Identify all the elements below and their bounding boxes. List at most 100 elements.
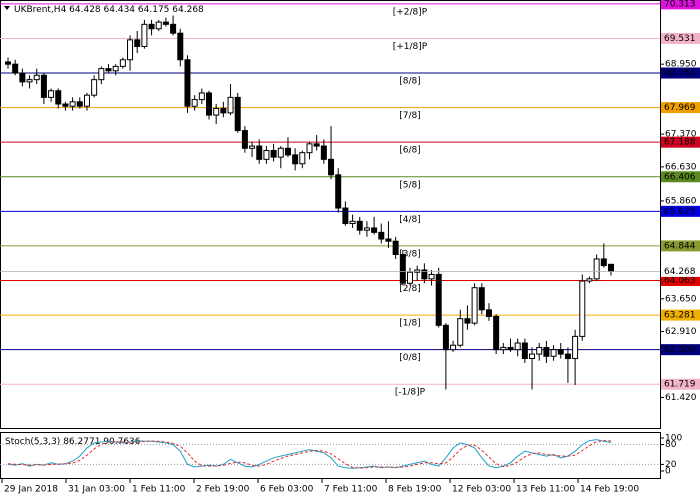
candle-body — [507, 346, 514, 351]
indicator-y-tick-label: 100 — [665, 434, 682, 444]
candle-body — [184, 59, 191, 107]
level-value-box — [661, 205, 700, 217]
candle-body — [442, 324, 449, 351]
level-value-box — [661, 378, 700, 390]
candle-body — [514, 342, 521, 351]
candle-body — [69, 101, 76, 107]
x-tick-label: 12 Feb 03:00 — [452, 485, 511, 495]
candle-body — [306, 143, 313, 154]
candle-body — [572, 335, 579, 360]
candle-body — [234, 96, 241, 132]
level-value-label: 63.281 — [664, 311, 696, 321]
candle-body — [19, 72, 26, 83]
candle-body — [256, 145, 263, 160]
candle-body — [91, 79, 98, 96]
candle-body — [464, 318, 471, 324]
level-value-box — [661, 136, 700, 148]
indicator-title: Stoch(5,3,3) — [5, 437, 60, 447]
candle-body — [313, 143, 320, 147]
candle-body — [134, 39, 141, 47]
candle-body — [600, 258, 607, 267]
candle-body — [450, 344, 457, 351]
candle-body — [320, 145, 327, 160]
candle-body — [363, 227, 370, 231]
level-value-label: 68.750 — [664, 69, 696, 79]
level-value-label: 64.844 — [664, 241, 696, 251]
level-label: [0/8] — [399, 353, 421, 363]
indicator-y-tick-label: 0 — [665, 467, 671, 477]
y-tick-label: 67.370 — [665, 130, 697, 140]
level-value-box — [661, 171, 700, 183]
level-value-box — [661, 32, 700, 44]
menu-arrow[interactable] — [4, 6, 10, 10]
candle-body — [299, 152, 306, 165]
header-high: 64.434 — [104, 5, 136, 15]
candle-body — [392, 240, 399, 255]
level-label: [8/8] — [399, 77, 421, 87]
candle-body — [170, 23, 177, 34]
header-close: 64.268 — [172, 5, 204, 15]
candle-body — [191, 99, 198, 107]
candle-body — [284, 147, 291, 156]
level-value-label: 65.625 — [664, 207, 696, 217]
candle-body — [529, 353, 536, 360]
level-label: [3/8] — [399, 249, 421, 259]
level-value-label: 69.531 — [664, 34, 696, 44]
candle-body — [33, 74, 40, 81]
candle-body — [213, 107, 220, 116]
candle-body — [471, 287, 478, 324]
candle-body — [206, 92, 212, 116]
candle-body — [292, 154, 299, 165]
candle-body — [98, 68, 105, 81]
level-label: [+1/8]P — [393, 42, 428, 52]
candle-body — [399, 253, 406, 284]
level-label: [2/8] — [399, 284, 421, 294]
level-value-box — [661, 344, 700, 356]
level-label: [-1/8]P — [395, 388, 426, 398]
indicator-line — [7, 440, 612, 469]
y-tick-label: 66.630 — [665, 162, 697, 172]
level-label: [5/8] — [399, 180, 421, 190]
indicator-y-tick-label: 20 — [665, 460, 677, 470]
candle-body — [40, 74, 47, 98]
last-price-box — [661, 265, 700, 277]
level-value-label: 66.406 — [664, 172, 696, 182]
level-value-label: 70.313 — [664, 0, 696, 9]
y-tick-label: 62.910 — [665, 327, 697, 337]
x-tick-label: 8 Feb 19:00 — [388, 485, 442, 495]
candle-body — [277, 147, 284, 158]
level-label: [+2/8]P — [393, 7, 428, 17]
level-label: [6/8] — [399, 146, 421, 156]
level-label: [4/8] — [399, 215, 421, 225]
main-panel-frame — [0, 0, 661, 429]
level-label: [7/8] — [399, 111, 421, 121]
candle-body — [155, 21, 162, 30]
level-value-box — [661, 240, 700, 252]
candle-body — [536, 346, 543, 355]
level-value-box — [661, 102, 700, 114]
candle-body — [457, 318, 464, 346]
indicator-panel-frame — [0, 432, 661, 479]
level-label: [1/8] — [399, 319, 421, 329]
candle-body — [270, 149, 277, 158]
candle-body — [435, 273, 442, 326]
level-value-label: 64.063 — [664, 276, 696, 286]
x-tick-label: 14 Feb 19:00 — [580, 485, 639, 495]
level-value-box — [661, 0, 700, 10]
candle-body — [328, 158, 335, 176]
candle-body — [485, 309, 492, 317]
candle-body — [421, 269, 428, 280]
candle-body — [564, 353, 571, 360]
candle-body — [12, 63, 19, 74]
candle-body — [586, 278, 593, 282]
y-tick-label: 61.420 — [665, 393, 697, 403]
candle-body — [407, 271, 413, 284]
candle-body — [521, 342, 528, 360]
candle-body — [148, 23, 155, 30]
candle-body — [249, 145, 256, 149]
symbol: UKBrent,H4 — [14, 5, 67, 15]
candle-body — [83, 94, 90, 107]
candle-body — [385, 238, 392, 242]
y-tick-label: 63.650 — [665, 294, 697, 304]
candle-body — [263, 149, 270, 160]
